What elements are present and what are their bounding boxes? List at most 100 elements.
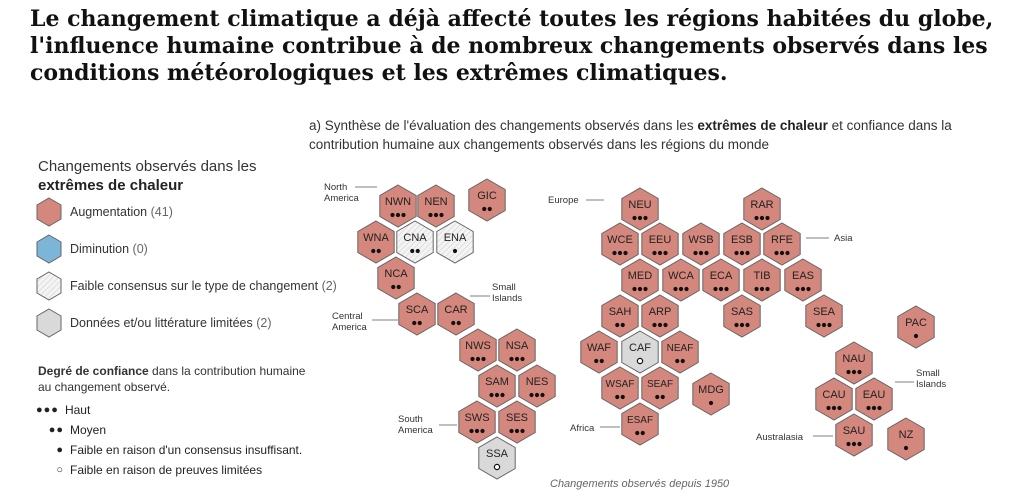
legend-item-limited-data: Données et/ou littérature limitées (2) bbox=[36, 308, 272, 338]
confidence-dot bbox=[857, 441, 862, 447]
hexagon-shape bbox=[436, 220, 474, 264]
hexagon-shape bbox=[468, 178, 506, 222]
confidence-dot bbox=[632, 286, 637, 292]
hexagon-shape bbox=[580, 330, 618, 374]
hexagon-shape bbox=[498, 328, 536, 372]
region-code-label: NES bbox=[526, 376, 549, 388]
region-hex-car: CAR bbox=[437, 292, 475, 336]
region-hex-waf: WAF bbox=[580, 330, 618, 374]
confidence-dot bbox=[439, 212, 444, 218]
confidence-dot bbox=[620, 394, 625, 400]
region-code-label: SAU bbox=[843, 425, 866, 437]
region-hex-nen: NEN bbox=[417, 184, 455, 228]
confidence-dot bbox=[913, 333, 919, 339]
confidence-dot bbox=[509, 428, 514, 434]
confidence-dot bbox=[866, 405, 871, 411]
region-hex-eau: EAU bbox=[855, 377, 893, 421]
confidence-dot bbox=[520, 428, 525, 434]
label-central-america: Central America bbox=[332, 311, 368, 333]
confidence-label: Faible en raison d'un consensus insuffis… bbox=[70, 443, 303, 457]
confidence-dot bbox=[826, 405, 831, 411]
label-small-islands: Small Islands bbox=[492, 282, 522, 304]
hexagon-shape bbox=[641, 222, 679, 266]
label-asia: Asia bbox=[834, 233, 853, 244]
region-hex-nes: NES bbox=[518, 364, 556, 408]
hexagon-swatch-limited bbox=[36, 308, 62, 338]
region-hex-sah: SAH bbox=[601, 294, 639, 338]
confidence-dot bbox=[396, 284, 401, 290]
region-code-label: EAS bbox=[792, 270, 814, 282]
confidence-open-dot bbox=[493, 463, 501, 471]
region-code-label: NEN bbox=[424, 196, 447, 208]
region-hex-sam: SAM bbox=[478, 364, 516, 408]
confidence-dot bbox=[376, 248, 381, 254]
region-hex-esaf: ESAF bbox=[621, 402, 659, 446]
region-code-label: SES bbox=[506, 412, 528, 424]
confidence-dot bbox=[632, 215, 637, 221]
confidence-dot bbox=[816, 322, 821, 328]
confidence-dot bbox=[734, 250, 739, 256]
confidence-dot bbox=[857, 369, 862, 375]
hexagon-shape bbox=[498, 400, 536, 444]
confidence-dot bbox=[395, 212, 401, 218]
confidence-dot bbox=[623, 250, 628, 256]
region-hex-sea: SEA bbox=[805, 294, 843, 338]
hexagon-swatch-increase bbox=[36, 197, 62, 227]
confidence-dot bbox=[412, 320, 417, 326]
north-america-l2: America bbox=[324, 193, 360, 204]
confidence-dot bbox=[514, 356, 520, 362]
hexagon-shape bbox=[763, 222, 801, 266]
confidence-dot bbox=[779, 250, 785, 256]
hexagon-shape bbox=[601, 294, 639, 338]
region-group-labels: North America Europe Asia Small Islands Ce… bbox=[324, 182, 946, 443]
region-hex-nwn: NWN bbox=[379, 184, 417, 228]
confidence-dot bbox=[657, 322, 663, 328]
region-code-label: EAU bbox=[863, 389, 886, 401]
confidence-dot bbox=[704, 250, 709, 256]
confidence-dot bbox=[500, 392, 505, 398]
region-hex-wsb: WSB bbox=[682, 222, 720, 266]
hexagon-shape bbox=[601, 366, 639, 410]
confidence-dot bbox=[724, 286, 729, 292]
label-south-america: South America bbox=[398, 414, 434, 436]
region-code-label: WNA bbox=[363, 232, 389, 244]
confidence-dot bbox=[660, 394, 665, 400]
region-code-label: RAR bbox=[750, 199, 773, 211]
confidence-dot bbox=[475, 356, 481, 362]
confidence-dot bbox=[745, 322, 750, 328]
region-hex-eca: ECA bbox=[702, 258, 740, 302]
confidence-dot bbox=[693, 250, 698, 256]
region-hex-tib: TIB bbox=[743, 258, 781, 302]
region-hex-caf: CAF bbox=[621, 330, 659, 374]
confidence-item-low-consensus: ● Faible en raison d'un consensus insuffi… bbox=[38, 441, 302, 459]
region-code-label: WSB bbox=[688, 234, 713, 246]
region-code-label: RFE bbox=[771, 234, 793, 246]
region-code-label: NZ bbox=[899, 429, 914, 441]
region-code-label: MED bbox=[628, 270, 653, 282]
confidence-dot bbox=[806, 286, 811, 292]
hexagon-shape bbox=[621, 258, 659, 302]
region-hex-rar: RAR bbox=[743, 187, 781, 231]
confidence-dot bbox=[678, 286, 684, 292]
label-north-america: North America bbox=[324, 182, 360, 204]
confidence-dot bbox=[637, 286, 643, 292]
region-code-label: ECA bbox=[710, 270, 733, 282]
confidence-title-rest: dans la contribution humaine au changeme… bbox=[38, 364, 306, 394]
confidence-dot bbox=[871, 405, 877, 411]
hexagon-shape bbox=[702, 258, 740, 302]
region-hex-wsaf: WSAF bbox=[601, 366, 639, 410]
confidence-dot bbox=[903, 445, 909, 451]
confidence-dot bbox=[415, 248, 420, 254]
confidence-dot bbox=[410, 248, 415, 254]
south-america-l2: America bbox=[398, 425, 434, 436]
region-code-label: SAS bbox=[731, 306, 753, 318]
region-hex-cna: CNA bbox=[396, 220, 434, 264]
region-hexagons: NWN NEN GIC WNA CNA ENA NCA SCA CAR NWS NSA SAM NES S… bbox=[357, 178, 935, 480]
confidence-dot bbox=[851, 441, 857, 447]
region-hex-esb: ESB bbox=[723, 222, 761, 266]
hexagon-shape bbox=[743, 258, 781, 302]
footer-note: Changements observés depuis 1950 bbox=[550, 478, 730, 490]
confidence-dot bbox=[877, 405, 882, 411]
confidence-title-bold: Degré de confiance bbox=[38, 364, 149, 378]
region-code-label: CAU bbox=[822, 389, 845, 401]
